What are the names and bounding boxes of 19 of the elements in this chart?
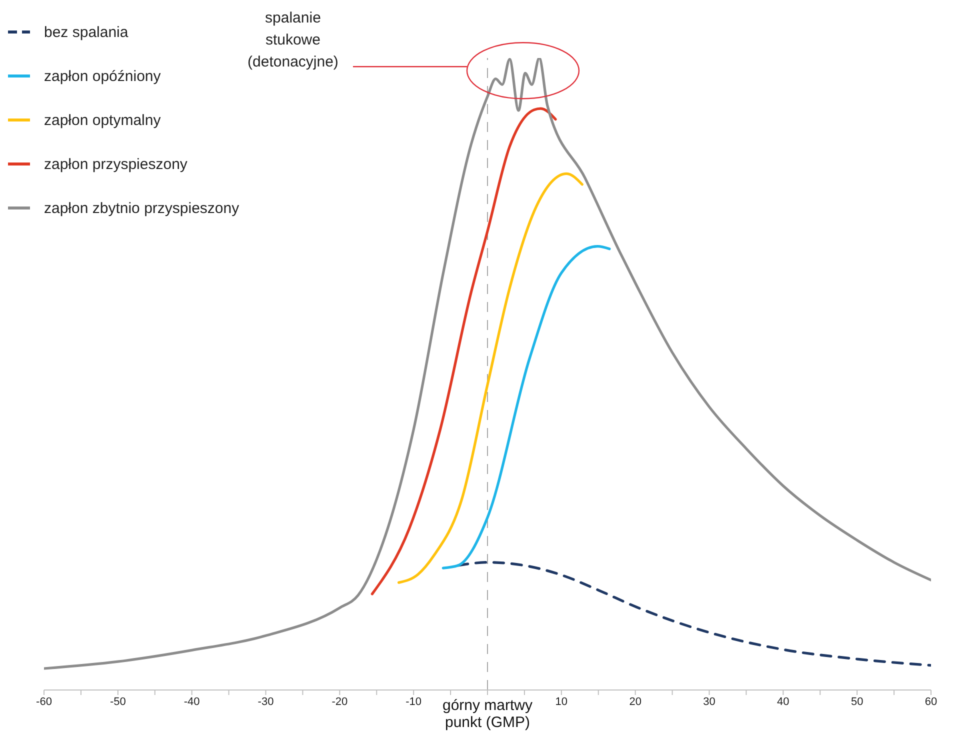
legend-label: zapłon przyspieszony [44,156,188,172]
x-tick-label: 40 [777,696,790,708]
legend-label: zapłon opóźniony [44,68,161,84]
x-tick-label: -10 [406,696,422,708]
legend-label: zapłon zbytnio przyspieszony [44,200,240,216]
x-tick-label: 30 [703,696,716,708]
x-tick-label: 50 [850,696,864,708]
x-tick-label: -20 [332,696,348,708]
x-tick-label: -30 [258,696,274,708]
legend-label: bez spalania [44,24,128,40]
ref-line-label: górny martwy punkt (GMP) [442,697,534,731]
x-tick-label: -40 [184,696,200,708]
x-tick-label: 20 [629,696,642,708]
x-tick-label: -50 [110,696,126,708]
legend-label: zapłon optymalny [44,112,161,128]
x-tick-label: 10 [555,696,568,708]
x-tick-label: -60 [36,696,52,708]
annotation: spalanie stukowe (detonacyjne) [248,10,338,71]
x-tick-label: 60 [924,696,938,708]
